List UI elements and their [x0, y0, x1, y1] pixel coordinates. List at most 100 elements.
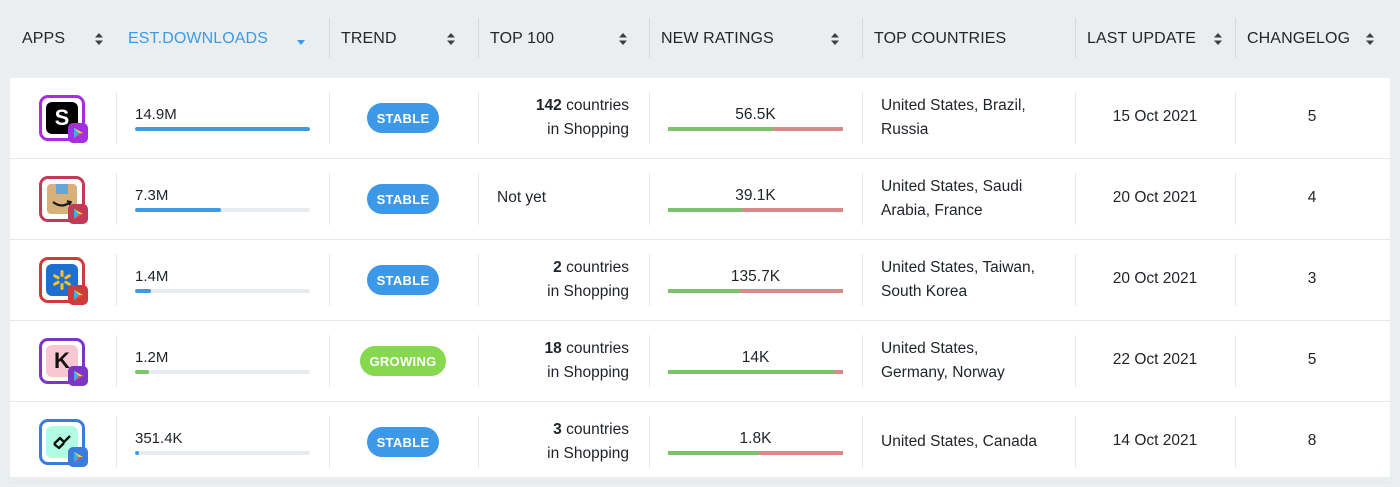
changelog-cell[interactable]: 5: [1235, 321, 1390, 401]
downloads-value: 1.2M: [135, 349, 169, 366]
sort-desc-icon[interactable]: [296, 38, 306, 52]
changelog-cell[interactable]: 4: [1235, 159, 1390, 239]
table-row[interactable]: 351.4K STABLE 3 countries in Shopping 1.…: [10, 402, 1390, 483]
column-header-last-update[interactable]: LAST UPDATE: [1075, 0, 1235, 78]
changelog-count[interactable]: 8: [1307, 432, 1317, 449]
changelog-cell[interactable]: 8: [1235, 402, 1390, 482]
countries-line: Arabia, France: [881, 202, 983, 219]
column-header-changelog[interactable]: CHANGELOG: [1235, 0, 1390, 78]
trend-cell: STABLE: [329, 402, 478, 482]
ratings-cell: 56.5K: [649, 78, 862, 158]
top100-cell: 142 countries in Shopping: [478, 78, 649, 158]
afterpay-app-icon[interactable]: [39, 419, 88, 467]
downloads-cell: 1.2M: [116, 321, 329, 401]
table-row[interactable]: 1.4M STABLE 2 countries in Shopping 135.…: [10, 240, 1390, 321]
downloads-bar: [135, 370, 310, 374]
top100-category: in Shopping: [547, 283, 629, 300]
column-header-label: CHANGELOG: [1247, 30, 1351, 47]
downloads-cell: 14.9M: [116, 78, 329, 158]
column-header-trend[interactable]: TREND: [329, 0, 478, 78]
app-logo: S: [46, 102, 78, 134]
ratings-cell: 39.1K: [649, 159, 862, 239]
sort-icon[interactable]: [618, 32, 628, 46]
top-countries-text: United States, Taiwan, South Korea: [881, 256, 1066, 304]
countries-cell: United States, Brazil, Russia: [862, 78, 1075, 158]
trend-badge: STABLE: [367, 103, 439, 133]
ratings-positive-bar: [668, 127, 773, 131]
klarna-app-icon[interactable]: K: [39, 338, 88, 386]
ratings-bar: [668, 370, 843, 374]
ratings-negative-bar: [741, 208, 843, 212]
countries-line: United States,: [881, 340, 979, 357]
ratings-negative-bar: [739, 289, 843, 293]
update-cell: 22 Oct 2021: [1075, 321, 1235, 401]
top100-suffix: countries: [566, 340, 629, 357]
ratings-negative-bar: [759, 451, 843, 455]
top-countries-text: United States, Brazil, Russia: [881, 94, 1066, 142]
top100-text: 3 countries in Shopping: [547, 418, 629, 466]
column-header-label: TREND: [341, 30, 397, 47]
walmart-app-icon[interactable]: [39, 257, 88, 305]
top100-suffix: countries: [566, 259, 629, 276]
countries-cell: United States, Saudi Arabia, France: [862, 159, 1075, 239]
changelog-count[interactable]: 4: [1307, 189, 1317, 206]
ratings-bar: [668, 289, 843, 293]
sort-icon[interactable]: [1365, 32, 1375, 46]
changelog-cell[interactable]: 5: [1235, 78, 1390, 158]
countries-cell: United States, Taiwan, South Korea: [862, 240, 1075, 320]
downloads-bar: [135, 127, 310, 131]
column-header-top-countries[interactable]: TOP COUNTRIES: [862, 0, 1075, 78]
last-update-date: 22 Oct 2021: [1112, 351, 1198, 368]
app-logo-letter: K: [54, 348, 70, 373]
column-header-apps[interactable]: APPS: [10, 0, 118, 78]
ratings-value: 1.8K: [739, 430, 772, 447]
trend-cell: GROWING: [329, 321, 478, 401]
sort-icon[interactable]: [94, 32, 104, 46]
top100-cell: 18 countries in Shopping: [478, 321, 649, 401]
top100-category: in Shopping: [547, 445, 629, 462]
top100-suffix: countries: [566, 97, 629, 114]
downloads-value: 351.4K: [135, 430, 183, 447]
app-cell: [10, 159, 116, 239]
top100-text: 2 countries in Shopping: [547, 256, 629, 304]
downloads-bar-fill: [135, 208, 221, 212]
changelog-count[interactable]: 3: [1307, 270, 1317, 287]
sort-icon[interactable]: [830, 32, 840, 46]
column-header-est-downloads[interactable]: EST.DOWNLOADS: [116, 0, 329, 78]
last-update-date: 14 Oct 2021: [1112, 432, 1198, 449]
top100-count: 3: [553, 421, 562, 438]
ratings-negative-bar: [773, 127, 843, 131]
column-header-label: EST.DOWNLOADS: [128, 30, 268, 47]
downloads-bar: [135, 289, 310, 293]
table-row[interactable]: K 1.2M GROWING 18 countries in Shopping …: [10, 321, 1390, 402]
top100-category: in Shopping: [547, 364, 629, 381]
shein-app-icon[interactable]: S: [39, 95, 88, 143]
amazon-app-icon[interactable]: [39, 176, 88, 224]
sort-icon[interactable]: [1213, 32, 1223, 46]
top100-category: in Shopping: [547, 121, 629, 138]
trend-badge: STABLE: [367, 265, 439, 295]
google-play-icon: [68, 447, 88, 467]
downloads-bar-fill: [135, 127, 310, 131]
app-cell: S: [10, 78, 116, 158]
ratings-cell: 14K: [649, 321, 862, 401]
ratings-bar: [668, 127, 843, 131]
update-cell: 20 Oct 2021: [1075, 240, 1235, 320]
countries-line: Russia: [881, 121, 929, 138]
changelog-cell[interactable]: 3: [1235, 240, 1390, 320]
changelog-count[interactable]: 5: [1307, 351, 1317, 368]
countries-line: Germany, Norway: [881, 364, 1005, 381]
column-header-top100[interactable]: TOP 100: [478, 0, 649, 78]
table-row[interactable]: S 14.9M STABLE 142 countries in Shopping…: [10, 78, 1390, 159]
top-countries-text: United States, Saudi Arabia, France: [881, 175, 1066, 223]
ratings-negative-bar: [834, 370, 843, 374]
downloads-bar: [135, 208, 310, 212]
countries-cell: United States, Germany, Norway: [862, 321, 1075, 401]
sort-icon[interactable]: [446, 32, 456, 46]
table-row[interactable]: 7.3M STABLE Not yet 39.1K United States,…: [10, 159, 1390, 240]
top100-text: 142 countries in Shopping: [536, 94, 629, 142]
changelog-count[interactable]: 5: [1307, 108, 1317, 125]
downloads-value: 7.3M: [135, 187, 169, 204]
column-header-new-ratings[interactable]: NEW RATINGS: [649, 0, 862, 78]
top100-count: 2: [553, 259, 562, 276]
